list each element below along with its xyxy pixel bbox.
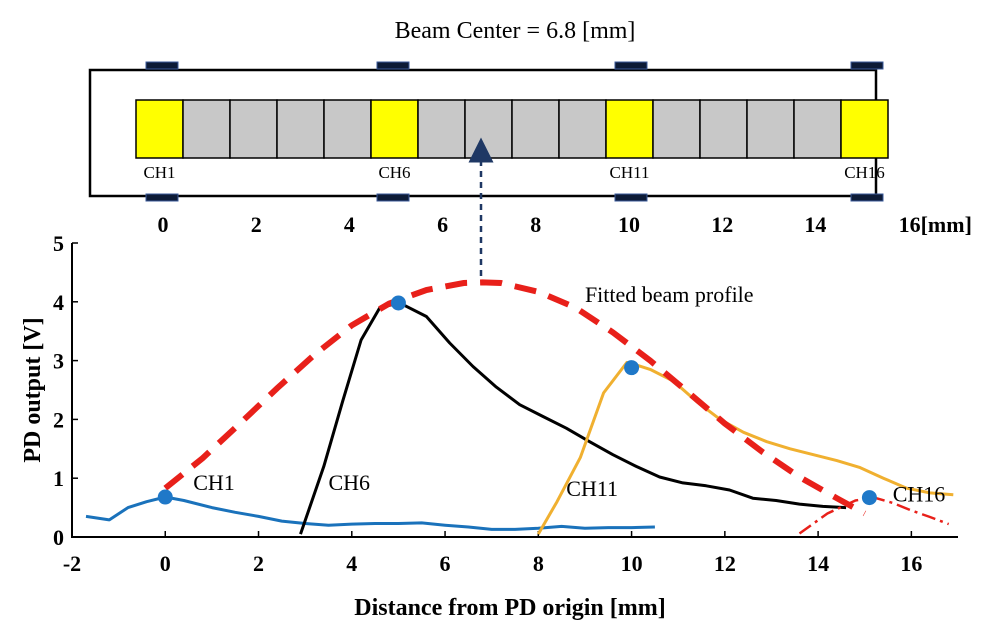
scale-tick-label: 10	[618, 212, 640, 237]
scale-tick-label: 8	[530, 212, 541, 237]
pixel-4	[276, 99, 325, 159]
mount-tab-bottom-1	[145, 193, 179, 202]
pixel-11	[605, 99, 654, 159]
y-tick-label: 5	[53, 231, 64, 256]
y-tick-label: 2	[53, 407, 64, 432]
scale-end-label: 16[mm]	[899, 212, 972, 237]
beam-center-title: Beam Center = 6.8 [mm]	[395, 18, 636, 44]
pixel-8	[464, 99, 513, 159]
pixel-label-ch11: CH11	[610, 163, 650, 182]
pixel-6	[370, 99, 419, 159]
x-tick-label: 8	[533, 551, 544, 576]
pixel-16	[840, 99, 889, 159]
fitted-profile-label: Fitted beam profile	[585, 282, 754, 307]
mount-tab-top-2	[376, 61, 410, 70]
pixel-labels: CH1 CH6 CH11 CH16	[143, 163, 884, 182]
marker-ch1	[157, 489, 173, 505]
pixel-9	[511, 99, 560, 159]
scale-tick-label: 4	[344, 212, 355, 237]
pixel-1	[135, 99, 184, 159]
x-tick-label: 10	[621, 551, 643, 576]
series-label-ch1: CH1	[193, 470, 235, 495]
scale-tick-label: 2	[251, 212, 262, 237]
x-tick-label: 12	[714, 551, 736, 576]
pixel-15	[793, 99, 842, 159]
y-tick-label: 1	[53, 466, 64, 491]
x-tick-label: 16	[900, 551, 922, 576]
mm-scale: 16[mm] 0 2 4 6 8 10 12 14	[158, 212, 972, 237]
y-axis-label: PD output [V]	[20, 317, 46, 462]
y-tick-label: 4	[53, 290, 64, 315]
scale-tick-label: 12	[711, 212, 733, 237]
series-label-ch6: CH6	[328, 470, 370, 495]
pixel-10	[558, 99, 607, 159]
series-lines	[85, 301, 954, 535]
mount-tab-top-4	[850, 61, 884, 70]
pixel-label-ch6: CH6	[378, 163, 410, 182]
pixel-3	[229, 99, 278, 159]
x-tick-label: 0	[160, 551, 171, 576]
y-tick-label: 3	[53, 349, 64, 374]
pixel-label-ch1: CH1	[143, 163, 175, 182]
series-line-ch16	[798, 496, 950, 535]
y-tick-label: 0	[53, 525, 64, 550]
x-tick-label: 2	[253, 551, 264, 576]
x-tick-label: 4	[346, 551, 357, 576]
mount-tab-bottom-3	[614, 193, 648, 202]
pixel-12	[652, 99, 701, 159]
series-line-ch1	[85, 495, 655, 531]
pixel-14	[746, 99, 795, 159]
pixel-label-ch16: CH16	[844, 163, 885, 182]
pixel-5	[323, 99, 372, 159]
pixel-13	[699, 99, 748, 159]
axes	[71, 243, 958, 538]
marker-ch16	[861, 490, 877, 506]
detector-diagram: Beam Center = 6.8 [mm] CH1 CH6 CH11 CH16 16…	[88, 18, 972, 276]
mount-tab-bottom-4	[850, 193, 884, 202]
scale-tick-label: 6	[437, 212, 448, 237]
x-tick-label: -2	[63, 551, 81, 576]
scale-tick-label: 14	[804, 212, 826, 237]
x-tick-label: 6	[440, 551, 451, 576]
pixel-2	[182, 99, 231, 159]
marker-ch6	[390, 295, 406, 311]
pixel-7	[417, 99, 466, 159]
mount-tab-top-3	[614, 61, 648, 70]
scale-tick-label: 0	[158, 212, 169, 237]
channel-markers	[157, 295, 877, 506]
mount-tab-bottom-2	[376, 193, 410, 202]
mount-tabs	[145, 61, 884, 202]
annotations: Fitted beam profile CH1 CH6 CH11 CH16	[193, 282, 945, 507]
marker-ch11	[624, 360, 640, 376]
x-axis-label: Distance from PD origin [mm]	[354, 595, 665, 621]
x-tick-label: 14	[807, 551, 829, 576]
series-label-ch16: CH16	[893, 482, 946, 507]
fitted-beam-profile-curve	[163, 279, 867, 517]
pixel-array	[135, 99, 889, 159]
series-label-ch11: CH11	[566, 476, 618, 501]
mount-tab-top-1	[145, 61, 179, 70]
